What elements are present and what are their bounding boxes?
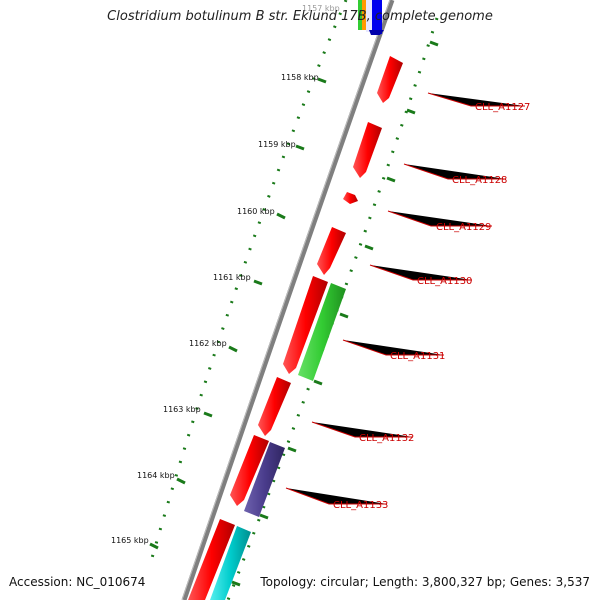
length-label: Length: — [372, 575, 419, 589]
accession-label: Accession: — [9, 575, 73, 589]
cds-bottom-red — [188, 519, 235, 600]
scale-labels: 1157 kbp 1158 kbp 1159 kbp 1160 kbp 1161… — [111, 4, 340, 545]
length-value: 3,800,327 bp — [421, 575, 502, 589]
outer-dotted-ring — [226, 17, 439, 600]
scale-label-1158: 1158 kbp — [281, 73, 319, 82]
topology-value: circular — [320, 575, 365, 589]
accession-value: NC_010674 — [76, 575, 146, 589]
gene-label-CLL_A1127: CLL_A1127 — [475, 102, 530, 113]
cds-CLL_A1128 — [353, 122, 382, 178]
genes-value: 3,537 — [555, 575, 590, 589]
cds-CLL_A1133 — [230, 435, 269, 506]
cds-top-white-partial — [366, 0, 374, 32]
scale-label-1162: 1162 kbp — [189, 339, 227, 348]
topology-label: Topology: — [260, 575, 317, 589]
scale-label-1160: 1160 kbp — [237, 207, 275, 216]
gene-labels: CLL_A1127 CLL_A1128 CLL_A1129 CLL_A1130 … — [333, 102, 530, 511]
map-title: Clostridium botulinum B str. Eklund 17B,… — [107, 9, 493, 24]
cds-CLL_A1132 — [258, 377, 291, 436]
genome-backbone-highlight — [181, 0, 391, 600]
scale-label-1161: 1161 kbp — [213, 273, 251, 282]
cds-CLL_A1127 — [377, 56, 403, 103]
scale-label-1159: 1159 kbp — [258, 140, 296, 149]
gene-label-CLL_A1131: CLL_A1131 — [390, 351, 445, 362]
cds-bottom-cyan — [210, 526, 251, 600]
cds-top-orange-partial — [362, 0, 366, 30]
cds-CLL_A1133-reverse — [244, 442, 285, 517]
cds-top-blue-partial — [372, 0, 382, 34]
genome-backbone — [181, 0, 395, 600]
gene-label-CLL_A1130: CLL_A1130 — [417, 276, 472, 287]
gene-label-CLL_A1129: CLL_A1129 — [436, 222, 491, 233]
gene-label-CLL_A1133: CLL_A1133 — [333, 500, 388, 511]
cds-CLL_A1129 — [343, 192, 358, 204]
genes-label: Genes: — [509, 575, 552, 589]
accession-info: Accession: NC_010674 — [9, 575, 145, 589]
genome-stats: Topology: circular; Length: 3,800,327 bp… — [260, 575, 590, 589]
scale-label-1157: 1157 kbp — [302, 4, 340, 13]
gene-label-CLL_A1132: CLL_A1132 — [359, 433, 414, 444]
label-leaders — [285, 92, 525, 505]
scale-label-1164: 1164 kbp — [137, 471, 175, 480]
cds-top-blue-arrow — [369, 30, 384, 35]
cds-CLL_A1131 — [283, 276, 328, 374]
cds-CLL_A1130 — [317, 227, 346, 275]
scale-label-1163: 1163 kbp — [163, 405, 201, 414]
cds-top-green-partial — [358, 0, 363, 30]
gene-label-CLL_A1128: CLL_A1128 — [452, 175, 507, 186]
scale-label-1165: 1165 kbp — [111, 536, 149, 545]
outer-ticks — [231, 40, 439, 587]
cds-CLL_A1131-reverse — [298, 283, 346, 381]
scale-ticks — [149, 77, 327, 550]
